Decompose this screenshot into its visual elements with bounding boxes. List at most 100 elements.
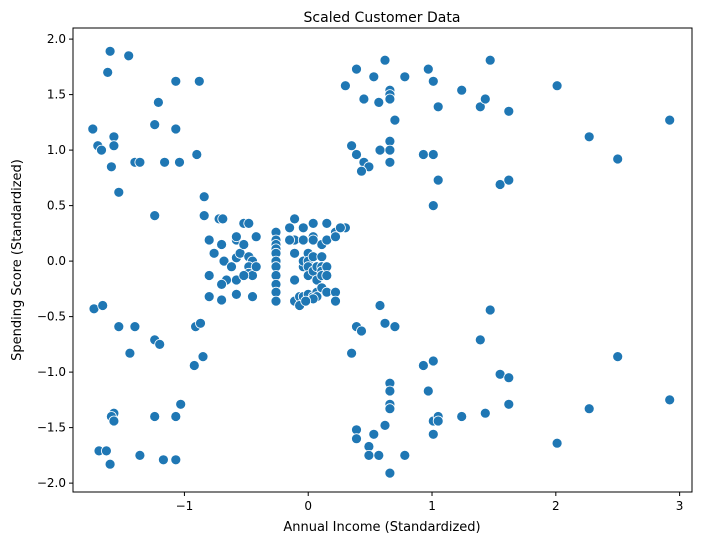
data-point [203,270,215,281]
data-point [226,261,237,273]
data-point [300,295,312,307]
data-point [198,210,210,222]
y-tick-label: −2.0 [37,476,66,490]
data-point [297,222,309,234]
data-point [134,449,146,461]
data-point [334,222,346,234]
y-tick-label: −1.0 [37,365,66,379]
data-point [238,270,250,281]
data-point [379,317,391,329]
data-point [96,144,107,156]
data-point [217,213,229,225]
data-point [384,156,396,168]
data-point [104,458,116,470]
data-point [208,247,220,259]
data-point [218,255,230,267]
data-point [247,291,258,303]
data-point [149,411,161,422]
y-axis-ticks: −2.0 −1.5 −1.0 −0.5 0.0 0.5 1.0 1.5 2.0 [37,32,73,490]
data-point [154,338,166,350]
y-axis-label: Spending Score (Standardized) [10,159,25,361]
y-tick-label: 1.0 [47,143,66,157]
data-point [129,321,141,333]
y-tick-label: −0.5 [37,310,66,324]
data-point [250,231,262,243]
data-point [427,200,439,212]
data-point [149,119,161,130]
data-point [474,334,486,346]
data-point [583,131,595,143]
x-tick-label: 0 [304,499,312,513]
data-point [479,407,491,419]
x-axis-ticks: −1 0 1 2 3 [176,492,683,513]
data-point [384,135,396,147]
data-point [399,449,411,461]
data-point [503,174,515,186]
data-point [422,63,434,75]
data-point [134,156,146,168]
data-point [399,71,411,83]
data-point [101,445,112,457]
data-point [307,217,319,229]
chart-title: Scaled Customer Data [304,10,461,26]
data-point [289,274,301,286]
data-point [284,234,296,246]
data-point [368,71,380,83]
data-point [104,45,116,57]
data-point [356,165,367,177]
data-point [612,351,624,363]
data-point [195,317,206,329]
data-point [170,454,182,466]
y-tick-label: −1.5 [37,421,66,435]
data-point [124,347,136,359]
y-tick-label: 0.0 [47,254,66,268]
data-point [379,419,391,431]
data-point [346,140,358,152]
data-point [113,321,125,333]
data-point [664,114,676,126]
data-point [238,239,250,250]
data-point [243,217,255,229]
data-point [474,101,486,113]
data-point [330,295,341,307]
data-point [373,97,385,108]
y-tick-label: 2.0 [47,32,66,46]
data-point [193,75,205,87]
data-point [432,415,444,427]
data-point [159,156,171,168]
data-point [389,321,401,333]
data-point [374,300,386,311]
data-point [149,210,161,222]
data-point [664,394,676,406]
data-point [203,234,215,246]
data-point [363,449,375,461]
data-point [351,433,362,445]
x-axis-label: Annual Income (Standardized) [283,520,480,535]
x-tick-label: −1 [176,499,194,513]
data-point [230,288,242,300]
data-point [170,75,182,87]
data-point [123,50,135,62]
data-point [170,123,182,135]
data-point [330,231,341,243]
data-point [108,140,120,152]
data-point [203,291,215,303]
data-point [321,217,333,229]
data-point [417,360,429,371]
data-point [384,467,396,479]
data-point [379,54,391,66]
data-point [373,449,385,461]
data-point [307,234,319,246]
data-point [427,428,439,440]
data-point [97,300,109,311]
data-point [384,144,396,156]
data-point [339,80,351,92]
data-point [157,454,169,466]
data-point [152,97,164,108]
data-point [432,174,444,186]
y-tick-label: 1.5 [47,88,66,102]
data-point [427,149,439,160]
data-point [389,114,401,126]
data-point [503,372,515,384]
data-point [427,355,439,367]
